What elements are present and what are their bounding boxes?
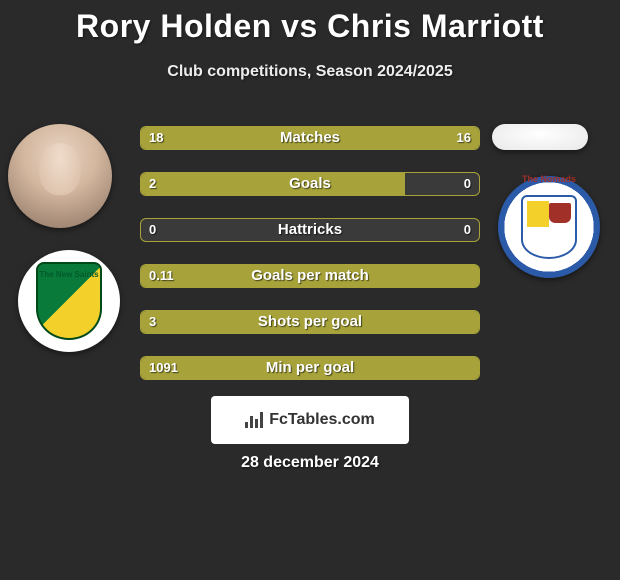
stat-row: 00Hattricks [140,218,480,242]
stat-label: Shots per goal [141,311,479,333]
stats-container: 1816Matches 20Goals 00Hattricks 0.11Goals p… [140,126,480,402]
stat-row: 1816Matches [140,126,480,150]
stat-row: 20Goals [140,172,480,196]
player-left-portrait [8,124,112,228]
stat-label: Goals per match [141,265,479,287]
club-right-label: The Nomads [498,174,600,184]
stat-label: Matches [141,127,479,149]
date-label: 28 december 2024 [0,454,620,472]
stat-row: 3Shots per goal [140,310,480,334]
player-right-portrait [492,124,588,150]
stat-row: 1091Min per goal [140,356,480,380]
page-subtitle: Club competitions, Season 2024/2025 [0,63,620,81]
club-left-badge: The New Saints [18,250,120,352]
club-left-label: The New Saints [38,270,100,279]
club-right-badge: The Nomads [498,176,600,278]
page-title: Rory Holden vs Chris Marriott [0,0,620,45]
fctables-label: FcTables.com [269,411,375,429]
stat-row: 0.11Goals per match [140,264,480,288]
stat-label: Hattricks [141,219,479,241]
stat-label: Min per goal [141,357,479,379]
stat-label: Goals [141,173,479,195]
fctables-watermark: FcTables.com [211,396,409,444]
bar-chart-icon [245,412,263,428]
